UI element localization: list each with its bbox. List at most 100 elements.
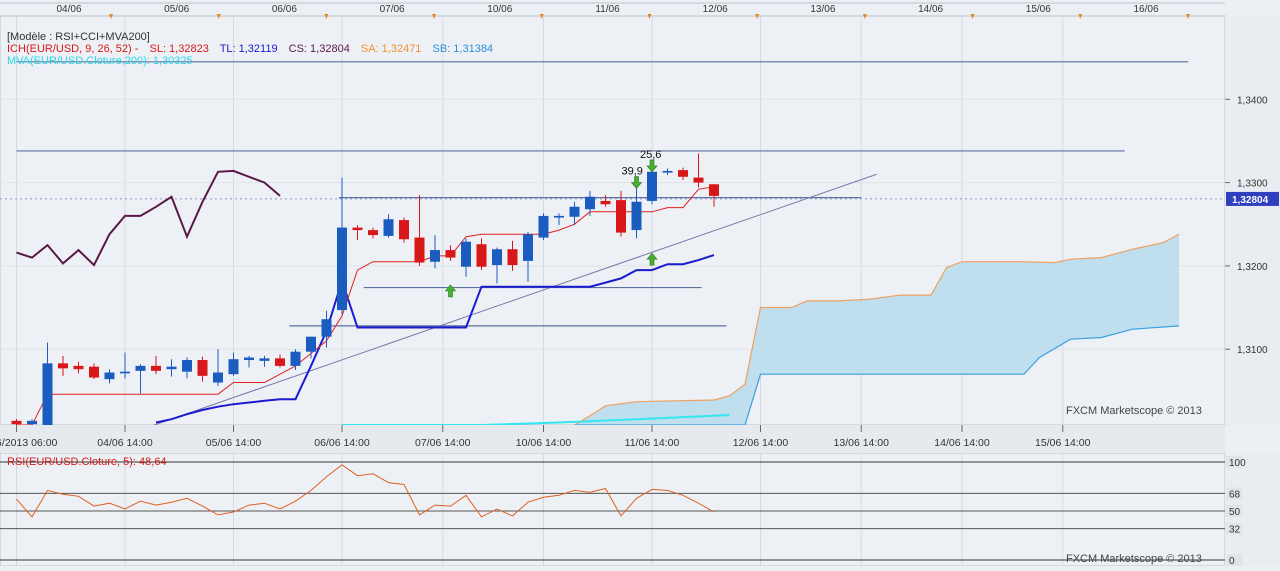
candle-body-bullish (383, 219, 394, 236)
candle-body-bearish (445, 250, 456, 258)
candle-body-bearish (414, 237, 425, 263)
senkou-span-b-line (574, 325, 1180, 426)
event-marker-icon (1078, 14, 1083, 19)
top-date-label: 06/06 (272, 4, 297, 15)
candle-body-bullish (42, 363, 53, 425)
event-marker-icon (1186, 14, 1190, 19)
candle-body-bullish (538, 215, 549, 238)
candle-body-bullish (259, 358, 270, 361)
legend-tl: TL: 1,32119 (220, 43, 278, 55)
candle-body-bullish (182, 360, 192, 372)
candle-body-bullish (228, 359, 239, 375)
candle-body-bearish (275, 358, 285, 366)
rsi-panel (0, 452, 1226, 567)
candle-body-bearish (151, 365, 161, 371)
candle-body-bearish (352, 227, 363, 231)
event-marker-icon (970, 14, 975, 19)
top-date-label: 04/06 (56, 4, 81, 15)
cci-annotation: 39,9 (622, 166, 643, 178)
arrow-down-icon (630, 176, 643, 190)
candle-body-bearish (709, 184, 719, 196)
kijun-sen-line (155, 254, 715, 424)
top-date-label: 12/06 (703, 4, 728, 15)
watermark-price: FXCM Marketscope © 2013 (1066, 405, 1202, 417)
ichimoku-cloud (574, 234, 1179, 425)
price-tick-label: 1,3400 (1237, 95, 1268, 106)
arrow-up-icon (646, 252, 658, 266)
time-tick-label: 10/06 14:00 (516, 437, 572, 449)
candle-body-bearish (368, 230, 378, 236)
rsi-legend: RSI(EUR/USD.Cloture, 5): 48,64 (7, 456, 167, 468)
time-tick-label: 11/06 14:00 (625, 437, 680, 449)
rsi-tick-badge (1226, 554, 1242, 566)
trend-line (132, 173, 877, 433)
candle-body-bullish (166, 366, 177, 370)
candle-body-bearish (73, 365, 84, 370)
candle-body-bullish (120, 371, 130, 374)
top-date-label: 10/06 (487, 4, 512, 15)
time-tick-label: 06/06 14:00 (314, 437, 370, 449)
top-date-label: 16/06 (1133, 4, 1158, 15)
candle-body-bullish (461, 241, 471, 267)
legend-model: [Modèle : RSI+CCI+MVA200] (7, 31, 150, 43)
rsi-tick-badge (1226, 456, 1242, 468)
time-tick-label: 14/06 14:00 (934, 437, 990, 449)
top-date-label: 15/06 (1026, 4, 1051, 15)
candle-body-bullish (554, 215, 564, 218)
candle-body-bullish (430, 250, 440, 262)
rsi-tick-badge (1226, 505, 1242, 517)
top-date-label: 14/06 (918, 4, 943, 15)
time-tick-label: 15/06 14:00 (1035, 437, 1091, 449)
rsi-tick-label: 100 (1229, 458, 1246, 469)
legend-sa: SA: 1,32471 (361, 43, 422, 55)
candle-body-bearish (693, 177, 704, 183)
rsi-tick-label: 0 (1229, 556, 1235, 566)
time-tick-label: 07/06 14:00 (415, 437, 471, 449)
rsi-line (16, 464, 715, 518)
top-date-label: 07/06 (380, 4, 405, 15)
candle-body-bearish (600, 200, 611, 205)
event-marker-icon (755, 14, 760, 19)
candle-body-bearish (476, 244, 487, 267)
time-tick-label: 04/06 14:00 (97, 437, 153, 449)
arrow-up-icon (444, 284, 457, 298)
candle-body-bullish (135, 365, 146, 371)
rsi-tick-label: 32 (1229, 525, 1241, 536)
legend-sl: SL: 1,32823 (149, 43, 208, 55)
candle-body-bullish (213, 372, 223, 383)
price-tick-label: 1,3100 (1237, 345, 1268, 356)
arrow-down-icon (646, 159, 658, 173)
candle-body-bullish (631, 201, 642, 231)
candle-body-bullish (492, 249, 502, 266)
price-axis-panel (1225, 16, 1280, 425)
tenkan-sen-line (16, 186, 715, 426)
time-tick-label: 05/06 14:00 (206, 437, 262, 449)
candle-body-bearish (58, 363, 68, 369)
cci-annotation: 25,6 (640, 149, 661, 161)
candle-body-bearish (399, 220, 409, 240)
legend-sb: SB: 1,31384 (433, 43, 494, 55)
event-marker-icon (432, 14, 437, 19)
last-price-badge (1226, 191, 1279, 206)
rsi-tick-badge (1226, 522, 1242, 535)
candle-body-bullish (647, 171, 657, 201)
candle-body-bullish (244, 357, 254, 361)
candle-body-bullish (306, 336, 316, 352)
last-price-label: 1,32804 (1232, 195, 1269, 206)
candle-body-bearish (507, 249, 518, 266)
event-marker-icon (862, 14, 867, 19)
time-tick-label: 12/06 14:00 (733, 437, 789, 449)
rsi-tick-label: 50 (1229, 507, 1241, 518)
event-marker-icon (324, 14, 329, 19)
candle-body-bearish (678, 170, 688, 177)
candle-body-bullish (337, 227, 347, 311)
watermark-rsi: FXCM Marketscope © 2013 (1066, 553, 1202, 565)
candle-body-bullish (27, 420, 37, 425)
legend-ichimoku: ICH(EUR/USD, 9, 26, 52) - SL: 1,32823 TL… (7, 43, 493, 55)
top-date-label: 11/06 (595, 4, 620, 15)
price-tick-label: 1,3300 (1237, 179, 1268, 190)
candle-body-bullish (662, 170, 673, 173)
event-marker-icon (539, 14, 544, 19)
candle-body-bearish (11, 420, 22, 425)
